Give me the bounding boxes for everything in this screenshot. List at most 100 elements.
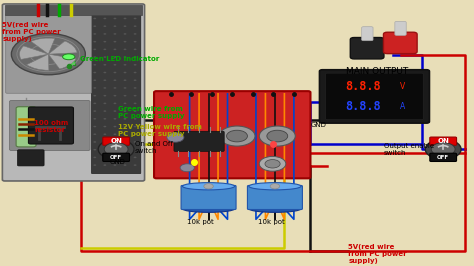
Circle shape	[104, 143, 128, 156]
Circle shape	[103, 80, 106, 81]
FancyBboxPatch shape	[319, 70, 429, 123]
Circle shape	[134, 33, 137, 35]
Circle shape	[103, 149, 106, 151]
Circle shape	[113, 56, 116, 58]
Ellipse shape	[182, 183, 235, 190]
Circle shape	[93, 157, 96, 158]
Circle shape	[113, 87, 116, 89]
Circle shape	[134, 157, 137, 158]
Circle shape	[103, 49, 106, 50]
Circle shape	[113, 49, 116, 50]
Circle shape	[93, 118, 96, 120]
FancyBboxPatch shape	[430, 137, 456, 145]
Circle shape	[113, 41, 116, 43]
Circle shape	[134, 64, 137, 66]
Text: 100 ohm
resistor: 100 ohm resistor	[34, 120, 68, 133]
Circle shape	[134, 26, 137, 27]
Text: GND: GND	[310, 122, 327, 128]
Ellipse shape	[63, 54, 75, 60]
Text: Green LED indicator: Green LED indicator	[80, 56, 159, 63]
Circle shape	[113, 33, 116, 35]
Circle shape	[113, 118, 116, 120]
Circle shape	[124, 80, 127, 81]
Circle shape	[134, 149, 137, 151]
Polygon shape	[62, 59, 76, 65]
Circle shape	[134, 95, 137, 97]
Circle shape	[113, 157, 116, 158]
Circle shape	[134, 56, 137, 58]
Circle shape	[267, 130, 288, 142]
Text: 5V(red wire
from PC power
supply): 5V(red wire from PC power supply)	[2, 22, 61, 42]
Circle shape	[425, 139, 461, 159]
Circle shape	[124, 141, 127, 143]
Text: Output enable
switch: Output enable switch	[384, 143, 434, 156]
Circle shape	[124, 33, 127, 35]
Circle shape	[103, 126, 106, 127]
Ellipse shape	[249, 183, 301, 190]
Circle shape	[134, 41, 137, 43]
Circle shape	[113, 103, 116, 104]
Circle shape	[113, 110, 116, 112]
Circle shape	[113, 64, 116, 66]
Circle shape	[103, 95, 106, 97]
Circle shape	[93, 41, 96, 43]
FancyBboxPatch shape	[103, 153, 129, 161]
Wedge shape	[27, 54, 49, 70]
Circle shape	[93, 149, 96, 151]
Text: A: A	[400, 102, 406, 111]
Circle shape	[124, 103, 127, 104]
Circle shape	[134, 72, 137, 73]
Circle shape	[113, 141, 116, 143]
Circle shape	[113, 134, 116, 135]
Circle shape	[134, 118, 137, 120]
Circle shape	[93, 110, 96, 112]
Text: OFF: OFF	[437, 155, 449, 160]
FancyBboxPatch shape	[6, 14, 91, 93]
Circle shape	[93, 141, 96, 143]
Circle shape	[93, 134, 96, 135]
Circle shape	[270, 184, 280, 189]
Text: On and Off
switch: On and Off switch	[135, 142, 173, 155]
Circle shape	[103, 87, 106, 89]
Circle shape	[134, 164, 137, 166]
Circle shape	[113, 18, 116, 19]
Circle shape	[259, 156, 286, 171]
Circle shape	[219, 126, 255, 146]
Circle shape	[93, 72, 96, 73]
FancyBboxPatch shape	[91, 9, 141, 174]
FancyBboxPatch shape	[5, 5, 142, 15]
Circle shape	[124, 164, 127, 166]
Circle shape	[167, 133, 184, 142]
Wedge shape	[48, 41, 77, 54]
Circle shape	[93, 49, 96, 50]
Circle shape	[113, 126, 116, 127]
FancyBboxPatch shape	[395, 21, 406, 35]
Circle shape	[124, 87, 127, 89]
Circle shape	[180, 164, 194, 172]
FancyBboxPatch shape	[430, 153, 456, 161]
Circle shape	[124, 157, 127, 158]
Circle shape	[93, 64, 96, 66]
Ellipse shape	[249, 205, 301, 212]
Circle shape	[103, 164, 106, 166]
FancyBboxPatch shape	[247, 185, 302, 210]
Circle shape	[134, 87, 137, 89]
Circle shape	[103, 33, 106, 35]
Circle shape	[134, 126, 137, 127]
Text: 8.8.8: 8.8.8	[345, 80, 381, 93]
Circle shape	[124, 118, 127, 120]
Circle shape	[431, 143, 455, 156]
Circle shape	[103, 41, 106, 43]
Circle shape	[124, 149, 127, 151]
Circle shape	[93, 126, 96, 127]
FancyBboxPatch shape	[103, 137, 129, 145]
Text: ON: ON	[437, 138, 449, 144]
Text: 8.8.8: 8.8.8	[345, 100, 381, 113]
Circle shape	[124, 126, 127, 127]
FancyBboxPatch shape	[9, 100, 90, 151]
Circle shape	[103, 26, 106, 27]
FancyBboxPatch shape	[350, 38, 384, 59]
Circle shape	[11, 34, 85, 75]
Circle shape	[124, 72, 127, 73]
Circle shape	[204, 184, 213, 189]
